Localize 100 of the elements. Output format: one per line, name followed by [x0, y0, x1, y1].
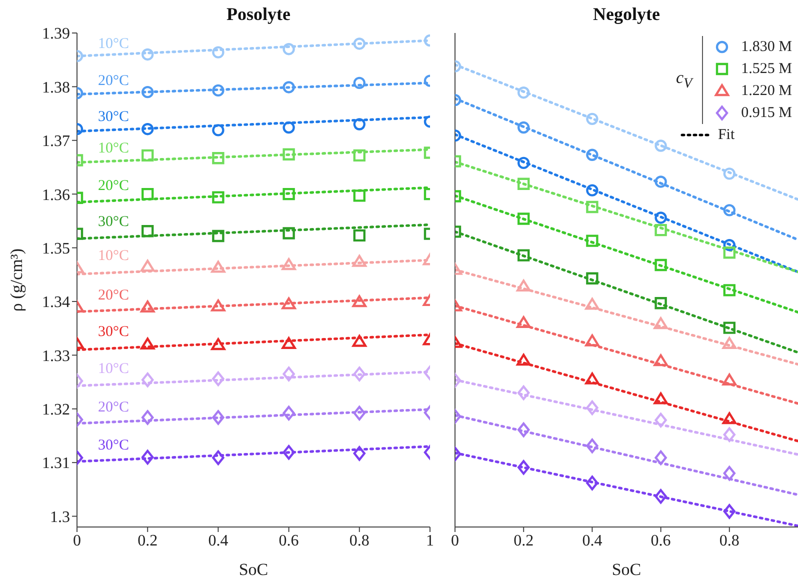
chart-title: Negolyte: [592, 4, 661, 25]
annotation: 20°C: [98, 287, 130, 304]
y-axis-title: ρ (g/cm³): [7, 248, 26, 312]
y-tick-label: 1.36: [42, 186, 70, 204]
point: [723, 427, 736, 442]
point: [282, 297, 296, 310]
point: [723, 284, 736, 296]
point: [654, 224, 667, 236]
point: [518, 86, 530, 99]
x-tick-label: 0.6: [278, 532, 299, 550]
annotation: 30°C: [98, 438, 130, 454]
point: [586, 234, 598, 247]
legend-title: c$_{V}$: [676, 68, 692, 92]
point: [586, 200, 598, 214]
annotation: 30°C: [98, 214, 130, 230]
annotation: 20°C: [98, 400, 130, 416]
point: [282, 121, 295, 134]
point: [654, 489, 667, 504]
point: [212, 124, 224, 136]
point: [282, 81, 295, 94]
point: [585, 334, 600, 346]
point: [518, 178, 530, 190]
point: [654, 212, 667, 224]
y-tick-label: 1.35: [42, 240, 70, 258]
point: [585, 298, 600, 310]
point: [518, 422, 530, 438]
annotation: 10°C: [98, 140, 130, 156]
point: [282, 43, 295, 56]
point: [586, 112, 598, 126]
point: [212, 230, 224, 242]
annotation: 10°C: [98, 360, 130, 377]
point: [518, 156, 530, 170]
point: [723, 204, 736, 216]
point: [212, 371, 224, 386]
annotation: 30°C: [98, 324, 130, 340]
point: [212, 191, 224, 204]
point: [212, 410, 224, 425]
point: [212, 450, 224, 466]
x-tick-label: 0.2: [138, 532, 158, 550]
x-tick-label: 0.4: [208, 532, 228, 550]
point: [516, 354, 531, 366]
point: [282, 227, 295, 240]
point: [723, 322, 736, 334]
point: [282, 445, 295, 460]
point: [518, 460, 530, 475]
point: [654, 317, 668, 330]
annotation: 20°C: [98, 178, 130, 194]
y-tick-label: 1.38: [42, 79, 70, 96]
point: [722, 412, 736, 424]
point: [586, 272, 598, 284]
point: [282, 366, 295, 382]
annotation: 10°C: [98, 248, 130, 264]
x-tick-label: 0.4: [582, 532, 602, 550]
y-tick-label: 1.33: [42, 348, 70, 365]
point: [282, 337, 296, 349]
point: [654, 392, 668, 404]
point: [518, 385, 530, 400]
point: [518, 212, 530, 225]
x-axis-title: SoC: [238, 560, 268, 579]
point: [282, 188, 295, 200]
point: [518, 249, 530, 262]
legend-label: 1.525 M: [741, 60, 792, 78]
y-tick-label: 1.39: [42, 26, 70, 43]
point: [723, 246, 736, 259]
point: [723, 168, 736, 180]
point: [212, 152, 224, 164]
point: [722, 374, 736, 386]
annotation: 10°C: [98, 36, 130, 52]
x-tick-label: 0.8: [349, 532, 370, 550]
chart-title: Posolyte: [226, 4, 292, 25]
point: [211, 260, 226, 273]
point: [282, 148, 295, 160]
point: [211, 299, 226, 312]
point: [654, 354, 668, 366]
y-tick-label: 1.3: [50, 508, 70, 526]
legend-label: 1.220 M: [741, 82, 792, 100]
point: [518, 121, 530, 134]
point: [722, 337, 736, 349]
annotation: Fit: [718, 126, 735, 144]
x-tick-label: 0.6: [650, 532, 671, 550]
annotation: 20°C: [98, 73, 130, 90]
point: [586, 438, 598, 454]
y-tick-label: 1.32: [42, 402, 70, 419]
point: [654, 412, 667, 428]
x-axis-title: SoC: [612, 560, 642, 579]
point: [654, 296, 667, 310]
point: [516, 316, 531, 328]
point: [282, 406, 295, 421]
x-tick-label: 0.8: [719, 532, 740, 550]
y-tick-label: 1.31: [42, 455, 70, 472]
legend-label: 0.915 M: [741, 104, 792, 122]
point: [211, 338, 226, 350]
legend-label: 1.830 M: [741, 38, 792, 56]
point: [516, 280, 531, 292]
point: [585, 372, 600, 384]
point: [586, 148, 598, 161]
point: [654, 258, 667, 272]
y-tick-label: 1.37: [42, 133, 70, 150]
point: [654, 140, 667, 152]
annotation: 30°C: [98, 109, 130, 126]
